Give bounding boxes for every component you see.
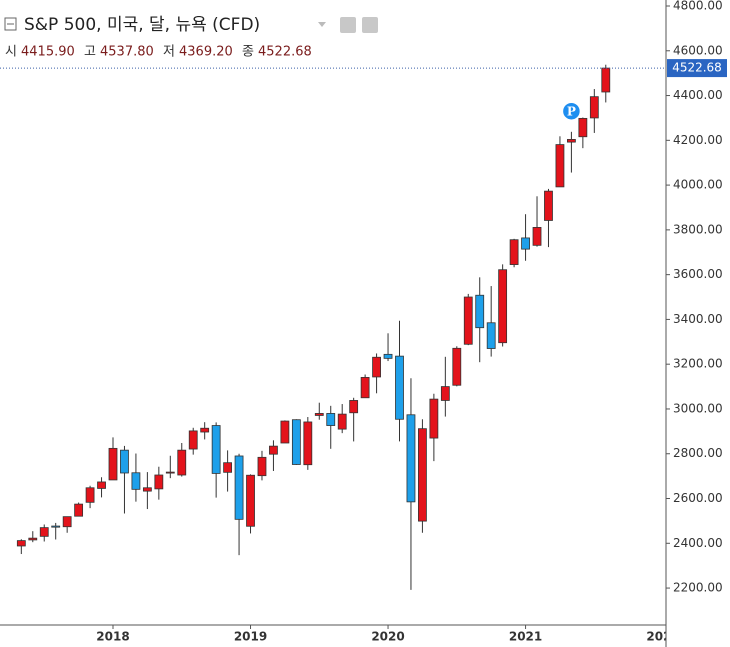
candle-body <box>532 227 542 246</box>
legend-value: 4537.80 <box>100 45 154 60</box>
candle-body <box>74 503 84 517</box>
candle-body <box>280 420 290 444</box>
candle-body <box>440 386 450 401</box>
candle-body <box>521 237 530 250</box>
candle-body <box>589 96 599 119</box>
candle-body <box>498 269 508 344</box>
legend-value: 4522.68 <box>258 45 312 60</box>
candle-body <box>452 347 462 386</box>
y-tick-label: 3600.00 <box>673 267 723 281</box>
x-tick-label: 2021 <box>509 630 542 644</box>
candle-body <box>85 487 95 503</box>
x-tick-label: 2018 <box>96 630 129 644</box>
x-tick-label: 2022 <box>646 630 679 644</box>
candle-body <box>188 430 198 450</box>
candle-body <box>418 428 427 522</box>
legend-label: 저 <box>163 45 175 60</box>
candle-body <box>509 239 519 265</box>
candle-body <box>291 419 301 465</box>
candle-body <box>544 190 553 221</box>
last-price-box <box>667 59 727 78</box>
eye-icon[interactable] <box>340 17 356 33</box>
candle-body <box>395 355 404 420</box>
candle-body <box>383 353 393 359</box>
y-tick-label: 3800.00 <box>673 222 723 236</box>
ohlc-legend: 시 4415.90 고 4537.80 저 4369.20 종 4522.68 <box>5 45 312 60</box>
chart-title: S&P 500, 미국, 달, 뉴욕 (CFD) <box>24 15 260 35</box>
last-price-label: 4522.68 <box>672 61 722 75</box>
candle-body <box>177 449 187 476</box>
annotation-marker <box>561 101 582 121</box>
candle-body <box>154 474 164 490</box>
candle-body <box>578 117 588 138</box>
settings-icon[interactable] <box>362 17 378 33</box>
y-tick-label: 3200.00 <box>673 357 723 371</box>
y-tick-label: 3400.00 <box>673 312 723 326</box>
candle-body <box>120 449 129 474</box>
candle-body <box>39 527 49 537</box>
annotation-text: P <box>567 105 576 119</box>
candle-body <box>234 455 244 520</box>
candle-body <box>601 67 611 93</box>
candle-body <box>429 398 439 439</box>
candle-body <box>406 414 416 503</box>
candle-body <box>486 322 496 349</box>
candle-body <box>62 516 72 528</box>
candle-body <box>200 427 210 433</box>
legend-value: 4369.20 <box>179 45 233 60</box>
candle-body <box>28 537 38 541</box>
candle-body <box>211 425 221 474</box>
candle-body <box>326 413 336 426</box>
x-tick-label: 2020 <box>371 630 404 644</box>
candle-body <box>142 487 152 492</box>
y-tick-label: 4000.00 <box>673 178 723 192</box>
candle-body <box>108 447 118 481</box>
y-tick-label: 4200.00 <box>673 133 723 147</box>
candle-body <box>303 421 313 466</box>
candle-body <box>97 481 106 489</box>
y-tick-label: 4600.00 <box>673 43 723 57</box>
candle-body <box>257 456 267 477</box>
candle-body <box>567 139 576 143</box>
candle-body <box>131 472 141 490</box>
candle-body <box>269 445 278 455</box>
candle-body <box>314 413 324 416</box>
y-tick-label: 2200.00 <box>673 581 723 595</box>
axis-labels: 2200.00 2400.00 2600.00 2800.00 3000.00 3200.… <box>96 0 722 644</box>
collapse-icon[interactable] <box>4 17 17 31</box>
candle-body <box>360 376 370 399</box>
candle-body <box>165 471 175 474</box>
legend-label: 고 <box>84 45 96 60</box>
candle-body <box>372 356 381 378</box>
legend-label: 종 <box>242 45 254 60</box>
y-tick-label: 2400.00 <box>673 536 723 550</box>
plot-area: 2022 P <box>16 64 679 644</box>
candle-body <box>246 474 255 527</box>
legend-value: 4415.90 <box>21 45 75 60</box>
y-tick-label: 4400.00 <box>673 88 723 102</box>
y-tick-label: 2600.00 <box>673 491 723 505</box>
x-tick-label: 2019 <box>234 630 267 644</box>
candle-body <box>463 296 473 345</box>
candle-body <box>16 540 26 547</box>
candle-body <box>555 144 565 188</box>
y-tick-label: 2800.00 <box>673 446 723 460</box>
candle-body <box>349 400 359 414</box>
candle-body <box>337 413 347 430</box>
candle-body <box>475 294 485 329</box>
candle-body <box>51 525 61 528</box>
candle-body <box>223 462 233 473</box>
dropdown-icon[interactable] <box>318 22 326 27</box>
y-tick-label: 4800.00 <box>673 0 723 13</box>
legend-label: 시 <box>5 45 17 60</box>
y-tick-label: 3000.00 <box>673 401 723 415</box>
